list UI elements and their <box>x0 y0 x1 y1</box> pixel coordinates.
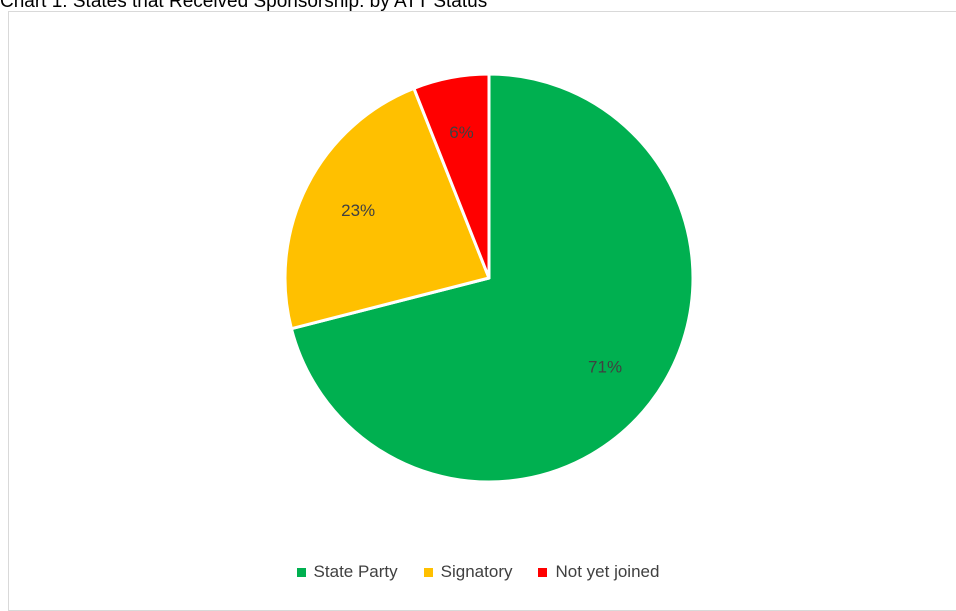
legend-label-signatory: Signatory <box>440 562 513 581</box>
pie-slice-not-yet-joined <box>412 72 491 280</box>
legend: State Party Signatory Not yet joined <box>0 557 956 587</box>
legend-swatch-state-party <box>296 567 306 577</box>
legend-label-state-party: State Party <box>313 562 398 581</box>
chart-title: Chart 1: States that Received Sponsorshi… <box>0 0 488 12</box>
legend-swatch-not-yet-joined <box>538 567 548 577</box>
data-label-signatory: 23% <box>341 201 375 220</box>
data-label-not-yet-joined: 6% <box>449 123 474 142</box>
pie-slice-state-party <box>289 72 695 484</box>
pie-chart: 71% 23% 6% <box>283 72 695 484</box>
pie-slice-signatory <box>283 86 491 331</box>
legend-swatch-signatory <box>423 567 433 577</box>
legend-label-not-yet-joined: Not yet joined <box>555 562 660 581</box>
legend-item-state-party: State Party <box>296 562 398 582</box>
data-label-state-party: 71% <box>588 358 622 377</box>
legend-item-signatory: Signatory <box>423 562 513 582</box>
legend-item-not-yet-joined: Not yet joined <box>538 562 659 582</box>
